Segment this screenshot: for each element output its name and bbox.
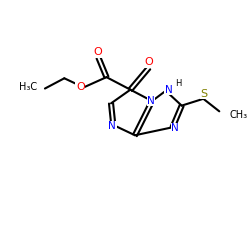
Text: S: S	[200, 89, 207, 99]
Text: H: H	[175, 79, 182, 88]
Text: O: O	[76, 82, 85, 92]
Text: H₃C: H₃C	[19, 82, 37, 92]
Text: N: N	[164, 85, 172, 95]
Text: N: N	[147, 96, 155, 106]
Text: N: N	[172, 124, 179, 134]
Text: O: O	[144, 57, 153, 67]
Text: O: O	[93, 47, 102, 57]
Text: CH₃: CH₃	[230, 110, 248, 120]
Text: N: N	[108, 121, 116, 131]
